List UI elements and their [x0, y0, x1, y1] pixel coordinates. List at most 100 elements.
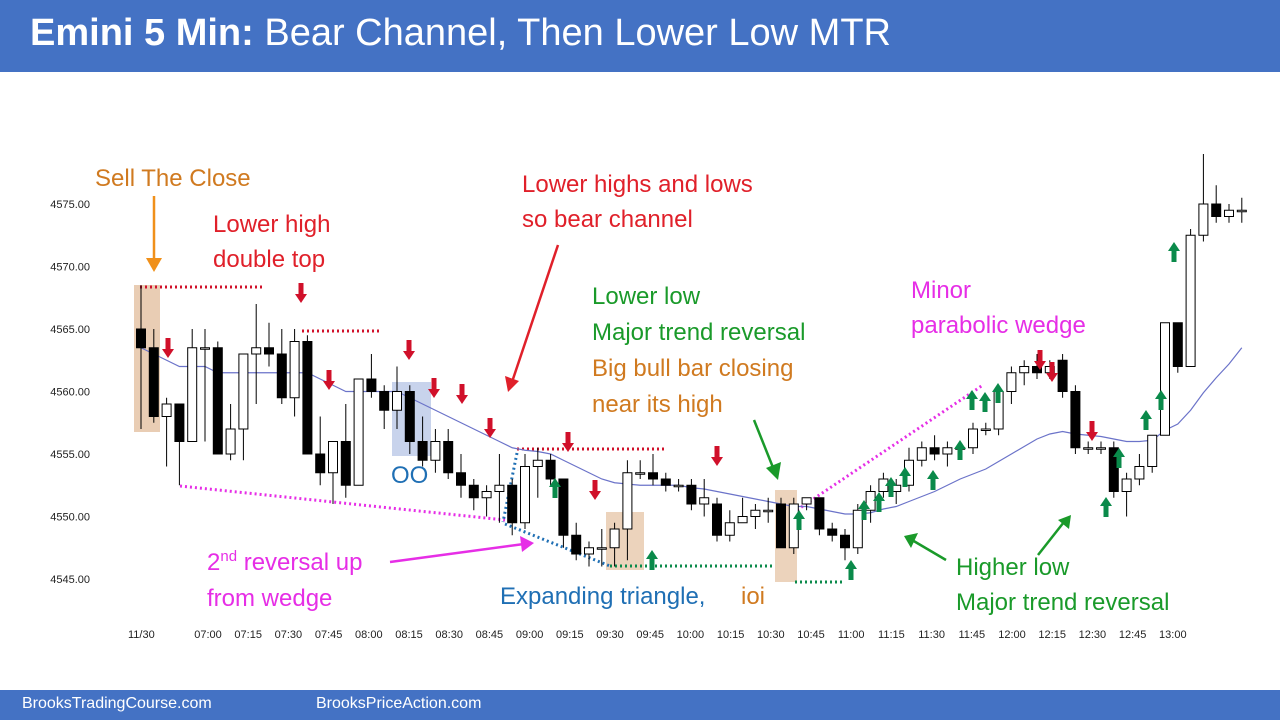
candle: [712, 497, 722, 542]
candle-body-bull: [1224, 209, 1234, 217]
arrow-head: [1086, 432, 1098, 441]
label-lower-high-1: Lower high: [213, 211, 330, 238]
label-bear-channel-2: so bear channel: [522, 206, 693, 233]
x-tick-label: 08:45: [476, 629, 504, 641]
arrow-head: [992, 383, 1004, 392]
candle: [481, 485, 492, 517]
candle: [417, 416, 428, 467]
arrow-shaft: [957, 448, 963, 460]
candle: [430, 429, 441, 473]
label-from-wedge: from wedge: [207, 585, 332, 612]
pointer-higher-low-2: [1037, 521, 1065, 556]
candle-body-bear: [1172, 322, 1183, 367]
candle-body-bull: [980, 428, 991, 431]
pointer-higher-low-2-head: [1058, 515, 1071, 529]
candle-body-bull: [673, 484, 684, 488]
arrow-shaft: [969, 398, 975, 410]
candle: [520, 454, 530, 529]
candle-body-bull: [1185, 234, 1196, 367]
candle-body-bear: [1032, 366, 1042, 374]
candle: [596, 529, 607, 567]
arrow-head: [1046, 373, 1058, 382]
arrow-head: [845, 560, 857, 569]
arrow-shaft: [1158, 398, 1164, 410]
candle-body-bear: [571, 534, 582, 555]
candle: [635, 460, 646, 479]
arrow-shaft: [1116, 456, 1122, 468]
candle-body-bear: [340, 441, 351, 486]
candle-body-bull: [532, 459, 543, 467]
arrow-shaft: [326, 370, 332, 382]
arrow-head: [484, 429, 496, 438]
label-sell-the-close: Sell The Close: [95, 165, 251, 192]
candle: [225, 404, 236, 461]
candle: [763, 497, 774, 523]
candle: [289, 329, 300, 417]
candle: [161, 397, 172, 467]
buy-signal-arrow: [885, 477, 897, 497]
candle: [942, 441, 953, 467]
candle: [699, 479, 710, 517]
candle: [136, 285, 146, 429]
buy-signal-arrow: [845, 560, 857, 580]
candle: [814, 497, 825, 536]
candle-body-bull: [596, 547, 607, 550]
y-tick-label: 4555.00: [50, 449, 90, 461]
candle: [276, 329, 287, 404]
x-tick-label: 08:30: [435, 629, 463, 641]
y-tick-label: 4560.00: [50, 387, 90, 399]
candle-body-bull: [238, 353, 249, 430]
arrow-head: [1155, 390, 1167, 399]
sell-signal-arrow: [162, 338, 174, 358]
candle: [916, 441, 927, 467]
sell-signal-arrow: [403, 340, 415, 360]
y-tick-label: 4570.00: [50, 262, 90, 274]
x-tick-label: 10:00: [677, 629, 705, 641]
footer-bar: BrooksTradingCourse.com BrooksPriceActio…: [0, 690, 1280, 720]
arrow-shaft: [459, 384, 465, 396]
candle-body-bull: [1096, 447, 1106, 450]
x-tick-label: 12:45: [1119, 629, 1147, 641]
candle-body-bull: [430, 441, 441, 461]
pointer-sell-the-close-head: [146, 258, 162, 272]
label-big-bull-1: Big bull bar closing: [592, 355, 793, 382]
candle: [929, 435, 940, 461]
arrow-head: [403, 351, 415, 360]
buy-signal-arrow: [1100, 497, 1112, 517]
candle: [571, 522, 582, 561]
candle-body-bear: [712, 503, 722, 536]
arrow-shaft: [876, 500, 882, 512]
x-tick-label: 11:30: [918, 629, 945, 641]
candle: [584, 541, 594, 567]
candle: [980, 422, 991, 436]
label-second-reversal: 2nd reversal up: [207, 548, 362, 576]
candle: [328, 441, 338, 504]
candle-body-bear: [302, 341, 313, 455]
candle: [456, 454, 466, 498]
candle: [532, 447, 543, 498]
candle-body-bear: [1108, 447, 1119, 492]
arrow-shaft: [552, 486, 558, 498]
candle: [212, 341, 223, 455]
x-tick-label: 07:45: [315, 629, 343, 641]
candle-body-bull: [1121, 478, 1132, 492]
x-tick-label: 11:45: [958, 629, 985, 641]
arrow-head: [899, 467, 911, 476]
candle-body-bear: [558, 478, 569, 536]
candle: [238, 353, 249, 461]
chart-title: Emini 5 Min: Bear Channel, Then Lower Lo…: [30, 12, 891, 55]
buy-signal-arrow: [979, 392, 991, 412]
candle: [1057, 354, 1068, 398]
line-triangle-bottom: [504, 522, 611, 568]
candle-body-bull: [1083, 447, 1094, 450]
candle: [507, 479, 518, 536]
candle: [1211, 185, 1222, 223]
arrow-head: [456, 395, 468, 404]
arrow-head: [927, 470, 939, 479]
label-minor-1: Minor: [911, 277, 971, 304]
candle: [622, 460, 633, 561]
arrow-shaft: [1049, 362, 1055, 374]
candle-body-bear: [468, 484, 479, 499]
arrow-shaft: [1089, 421, 1095, 433]
title-bar: Emini 5 Min: Bear Channel, Then Lower Lo…: [0, 0, 1280, 72]
